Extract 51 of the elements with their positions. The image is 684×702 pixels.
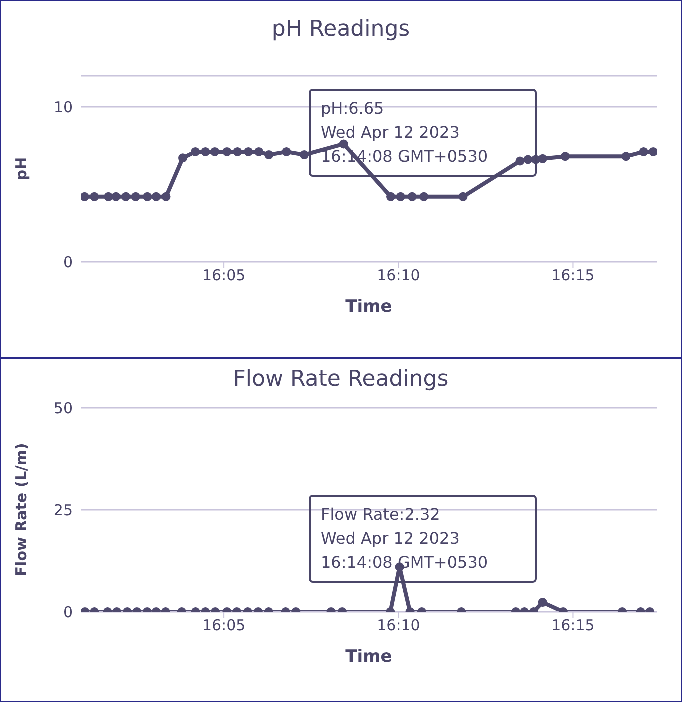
- point: [622, 152, 631, 162]
- point: [254, 147, 264, 156]
- x-tick-label: 16:10: [377, 266, 420, 285]
- y-tick-label: 50: [54, 399, 73, 418]
- point: [408, 192, 417, 202]
- point: [524, 155, 533, 164]
- point: [339, 140, 348, 149]
- point: [300, 150, 309, 160]
- chart-title: pH Readings: [270, 16, 412, 42]
- point: [143, 192, 152, 202]
- point: [458, 192, 468, 202]
- point: [516, 156, 525, 166]
- chart-title: Flow Rate Readings: [232, 366, 450, 392]
- point: [386, 192, 396, 202]
- x-tick-label: 16:15: [552, 616, 595, 635]
- y-tick-label: 0: [63, 253, 73, 272]
- point: [210, 147, 220, 156]
- point: [81, 192, 90, 202]
- point: [282, 147, 292, 156]
- y-tick-label: 0: [63, 603, 73, 622]
- point: [244, 147, 254, 156]
- point: [178, 154, 188, 163]
- point: [264, 150, 274, 160]
- point: [639, 147, 648, 156]
- y-tick-label: 25: [54, 501, 73, 520]
- x-tick-label: 16:10: [377, 616, 420, 635]
- point: [152, 192, 161, 202]
- point: [420, 192, 429, 202]
- y-tick-label: 10: [54, 98, 73, 116]
- y-axis-title: Flow Rate (L/m): [12, 443, 30, 577]
- point: [233, 147, 242, 156]
- point: [104, 192, 114, 202]
- point: [560, 152, 570, 162]
- x-tick-label: 16:05: [202, 616, 246, 635]
- point: [396, 192, 406, 202]
- point: [162, 192, 171, 202]
- point: [90, 192, 100, 202]
- point: [648, 147, 657, 156]
- x-axis-title: Time: [346, 647, 392, 667]
- y-axis-title: pH: [12, 157, 30, 181]
- x-tick-label: 16:15: [552, 266, 595, 285]
- point: [201, 147, 210, 156]
- x-axis-title: Time: [346, 297, 392, 317]
- point: [538, 154, 548, 164]
- annotation: Flow Rate:2.32 Wed Apr 12 2023 16:14:08 GMT+0530: [321, 504, 488, 574]
- point: [222, 147, 232, 156]
- point: [131, 192, 140, 202]
- point: [191, 147, 200, 156]
- point: [122, 192, 131, 202]
- point: [112, 192, 121, 202]
- x-tick-label: 16:05: [202, 266, 246, 285]
